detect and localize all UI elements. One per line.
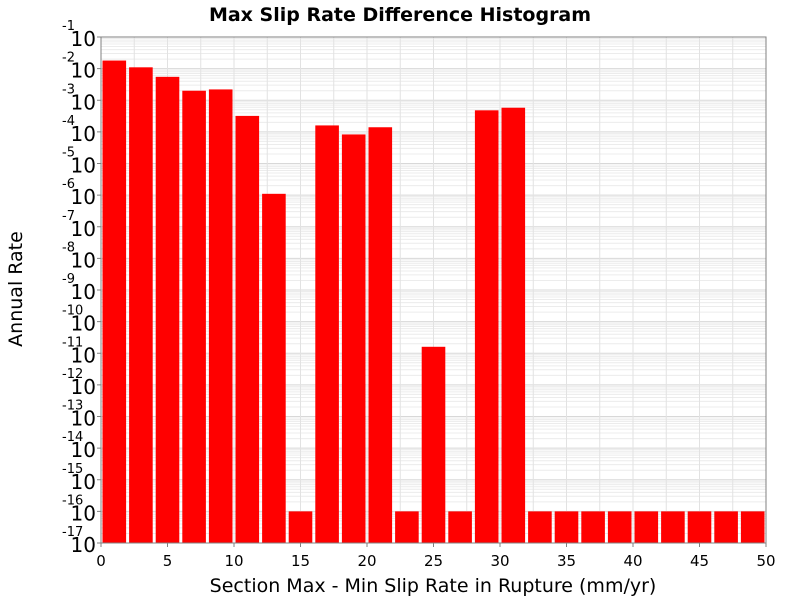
x-tick-label: 0 (96, 552, 106, 570)
y-tick-label: 10 (71, 375, 96, 399)
histogram-bar (634, 511, 659, 543)
histogram-bar (448, 511, 472, 543)
y-tick-exponent: -13 (62, 399, 83, 414)
x-tick-label: 40 (623, 552, 642, 570)
histogram-bar (687, 511, 712, 543)
y-tick-label: 10 (71, 185, 96, 209)
y-tick-exponent: -16 (62, 493, 83, 508)
histogram-bar (341, 134, 366, 544)
y-tick-exponent: -9 (62, 272, 75, 287)
y-tick-exponent: -14 (62, 430, 83, 445)
histogram-bar (288, 511, 313, 543)
x-tick-label: 45 (690, 552, 709, 570)
y-tick-label: 10 (71, 470, 96, 494)
histogram-bar (155, 76, 180, 543)
y-tick-exponent: -1 (62, 19, 75, 34)
y-tick-label: 10 (71, 407, 96, 431)
y-tick-exponent: -3 (62, 82, 75, 97)
histogram-bar (102, 60, 127, 544)
histogram-bar (740, 511, 765, 543)
y-tick-label: 10 (71, 533, 96, 557)
y-tick-exponent: -10 (62, 304, 83, 319)
x-tick-label: 20 (357, 552, 376, 570)
y-tick-label: 10 (71, 154, 96, 178)
histogram-bar (368, 127, 393, 544)
x-tick-label: 15 (291, 552, 310, 570)
histogram-bar (554, 511, 579, 543)
histogram-bar (262, 193, 286, 543)
x-tick-label: 10 (224, 552, 243, 570)
y-axis-label: Annual Rate (5, 231, 27, 347)
y-tick-exponent: -15 (62, 462, 83, 477)
histogram-bar (661, 511, 685, 543)
y-tick-label: 10 (71, 90, 96, 114)
x-tick-label: 50 (756, 552, 775, 570)
histogram-bar (501, 107, 526, 543)
y-tick-label: 10 (71, 312, 96, 336)
y-tick-exponent: -11 (62, 335, 83, 350)
y-tick-label: 10 (71, 59, 96, 83)
x-tick-label: 5 (163, 552, 173, 570)
histogram-bar (581, 511, 605, 543)
y-tick-label: 10 (71, 501, 96, 525)
y-tick-label: 10 (71, 343, 96, 367)
histogram-bar (129, 67, 153, 544)
y-tick-exponent: -2 (62, 51, 75, 66)
histogram-bar (182, 90, 206, 544)
y-tick-exponent: -7 (62, 209, 75, 224)
y-tick-label: 10 (71, 248, 96, 272)
bars (102, 60, 765, 544)
x-axis-label: Section Max - Min Slip Rate in Rupture (… (210, 575, 657, 597)
histogram-bar (714, 511, 738, 543)
histogram-bar (607, 511, 632, 543)
y-tick-label: 10 (71, 438, 96, 462)
x-tick-label: 25 (424, 552, 443, 570)
y-tick-label: 10 (71, 27, 96, 51)
y-tick-label: 10 (71, 122, 96, 146)
histogram-bar (315, 125, 339, 543)
y-tick-exponent: -6 (62, 177, 75, 192)
histogram-bar (395, 511, 419, 543)
chart-title: Max Slip Rate Difference Histogram (209, 4, 591, 26)
histogram-bar (421, 346, 446, 543)
y-tick-exponent: -17 (62, 525, 83, 540)
y-tick-exponent: -8 (62, 240, 75, 255)
y-tick-exponent: -5 (62, 146, 75, 161)
histogram-bar (528, 511, 552, 543)
y-axis-ticks: 10-110-210-310-410-510-610-710-810-910-1… (62, 19, 101, 557)
x-tick-label: 30 (490, 552, 509, 570)
y-tick-exponent: -4 (62, 114, 75, 129)
histogram-bar (208, 89, 233, 543)
y-tick-label: 10 (71, 217, 96, 241)
histogram-bar (474, 110, 499, 543)
y-tick-label: 10 (71, 280, 96, 304)
histogram-bar (235, 115, 260, 544)
x-tick-label: 35 (557, 552, 576, 570)
x-axis-ticks: 0 5 10 15 20 25 30 35 40 45 50 (96, 543, 776, 570)
y-tick-exponent: -12 (62, 367, 83, 382)
